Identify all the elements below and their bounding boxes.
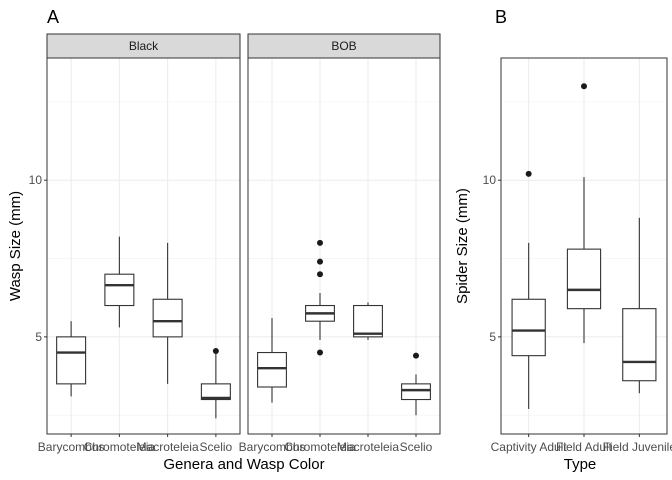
box-body	[401, 383, 431, 401]
box-scelio	[401, 352, 431, 416]
panel-tag-a: A	[47, 7, 59, 27]
box-macroteleia	[152, 242, 183, 384]
box-body	[257, 351, 287, 388]
outlier-point	[317, 271, 323, 278]
box-body	[56, 336, 87, 385]
outlier-point	[317, 349, 323, 356]
box-barycombus	[56, 321, 87, 397]
box-body	[104, 273, 135, 307]
x-tick-label: Scelio	[200, 440, 233, 454]
y-axis-title-a: Wasp Size (mm)	[7, 191, 24, 301]
box-macroteleia	[353, 302, 383, 340]
box-body	[511, 298, 546, 357]
outlier-point	[413, 352, 419, 359]
facet-black: Black 5 10 BarycombusChromoteleiaMacrotelei…	[29, 33, 241, 454]
facet-strip-label: BOB	[331, 39, 356, 53]
outlier-point	[317, 239, 323, 246]
x-axis-title-b: Type	[564, 456, 597, 473]
x-tick-label: Captivity Adult	[491, 440, 568, 454]
outlier-point	[525, 170, 532, 177]
y-tick-label: 10	[29, 173, 43, 187]
x-tick-label: Barycombus	[239, 440, 306, 454]
y-tick-label: 10	[483, 173, 497, 187]
box-chromoteleia	[305, 239, 335, 356]
x-tick-label: Chromoteleia	[284, 440, 356, 454]
outlier-point	[581, 83, 587, 90]
box-body	[152, 298, 183, 338]
box-body	[353, 304, 383, 338]
facet-strip	[46, 33, 241, 59]
panel-tag-b: B	[495, 7, 507, 27]
y-tick-label: 5	[35, 330, 42, 344]
x-axis-title-a: Genera and Wasp Color	[163, 456, 324, 473]
box-chromoteleia	[104, 236, 135, 328]
facet-strip-label: Black	[129, 39, 159, 53]
x-tick-label: Field Juvenile	[603, 440, 672, 454]
y-tick-label: 5	[489, 330, 496, 344]
facet-strip	[247, 33, 441, 59]
y-axis-title-b: Spider Size (mm)	[454, 188, 471, 304]
x-tick-label: Chromoteleia	[84, 440, 156, 454]
outlier-point	[212, 347, 219, 354]
box-barycombus	[257, 318, 287, 403]
box-body	[200, 383, 231, 401]
box-body	[622, 308, 657, 382]
x-tick-label: Field Adult	[556, 440, 613, 454]
box-scelio	[200, 347, 231, 419]
box-field-juvenile	[622, 217, 657, 394]
x-tick-label: Barycombus	[38, 440, 105, 454]
box-field-adult	[566, 83, 602, 344]
box-captivity-adult	[511, 170, 546, 409]
x-tick-label: Macroteleia	[337, 440, 399, 454]
x-tick-label: Scelio	[400, 440, 433, 454]
box-body	[566, 248, 602, 310]
x-tick-label: Macroteleia	[137, 440, 199, 454]
outlier-point	[317, 258, 323, 265]
